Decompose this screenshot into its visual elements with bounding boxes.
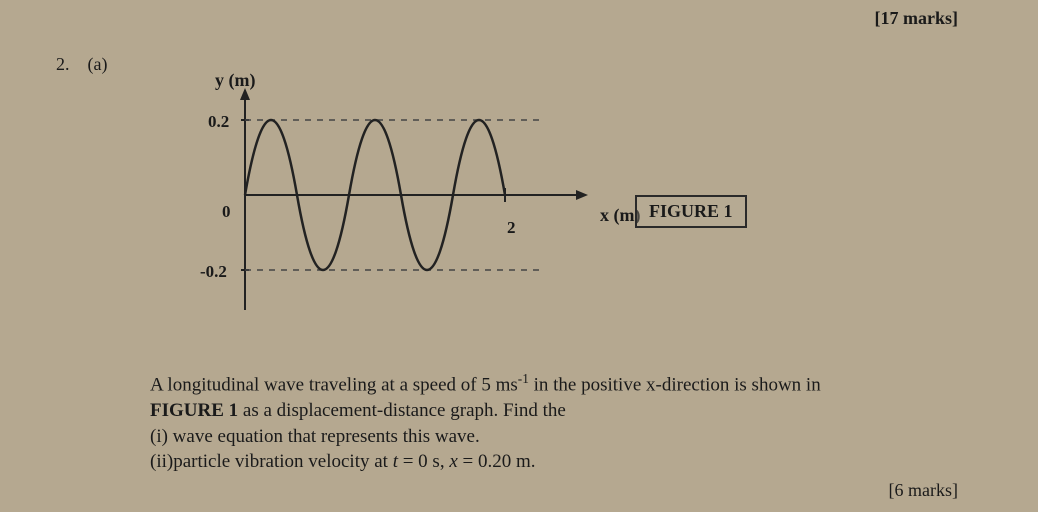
question-text: A longitudinal wave traveling at a speed…: [150, 370, 950, 475]
text-part-i: (i) wave equation that represents this w…: [150, 426, 480, 447]
x-tick-2: 2: [507, 218, 516, 238]
text-part-ii-e: = 0.20 m.: [458, 451, 536, 472]
top-marks-label: [17 marks]: [875, 8, 959, 29]
bottom-marks-label: [6 marks]: [889, 480, 958, 501]
text-figure-ref: FIGURE 1: [150, 400, 238, 421]
text-line1b: in the positive x-direction is shown in: [529, 374, 821, 395]
text-line1a: A longitudinal wave traveling at a speed…: [150, 374, 518, 395]
figure-caption-box: FIGURE 1: [635, 195, 747, 228]
question-number: 2. (a): [56, 54, 107, 75]
text-part-ii-a: (ii)particle vibration velocity at: [150, 451, 393, 472]
y-tick-negative: -0.2: [200, 262, 227, 282]
superscript-neg1: -1: [518, 371, 529, 386]
y-tick-positive: 0.2: [208, 112, 229, 132]
text-part-ii-c: = 0 s,: [398, 451, 449, 472]
origin-label: 0: [222, 202, 231, 222]
text-line2b: as a displacement-distance graph. Find t…: [238, 400, 566, 421]
var-x: x: [449, 451, 457, 472]
y-axis-label: y (m): [215, 70, 255, 91]
